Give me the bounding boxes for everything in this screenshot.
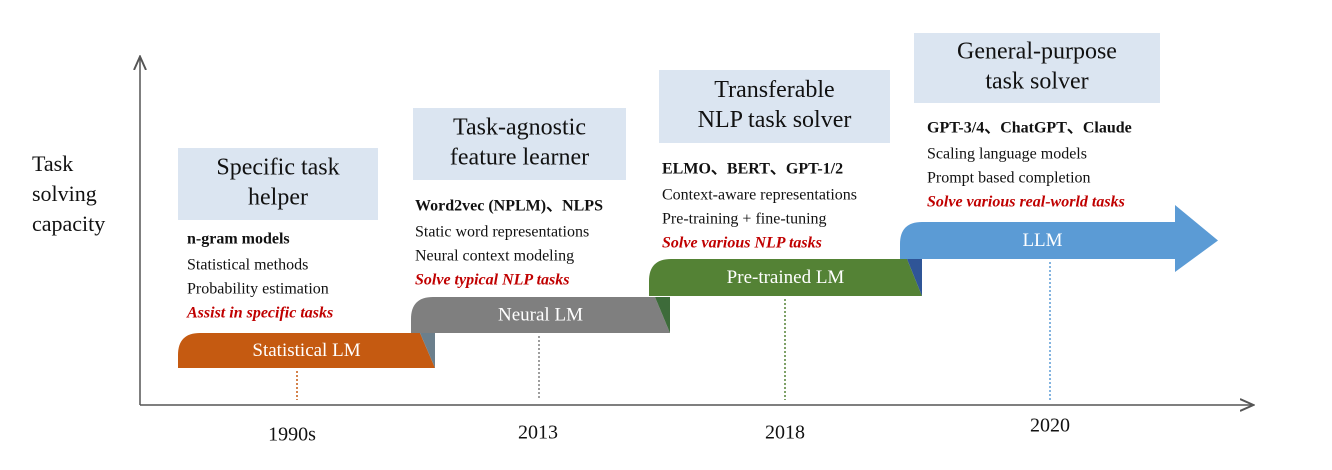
models: ELMO、BERT、GPT-1/2 [662,161,843,178]
goal: Assist in specific tasks [186,305,333,322]
stage-box [413,108,626,180]
year: 1990s [268,424,316,446]
axis-label: capacity [32,211,105,236]
year: 2018 [765,422,805,444]
band-corner [655,297,670,333]
stage-title: NLP task solver [698,107,852,133]
band-arrow [900,205,1218,272]
band-corner [420,333,435,368]
goal: Solve various NLP tasks [662,235,822,252]
band [649,259,922,296]
feature: Neural context modeling [415,248,574,265]
year: 2013 [518,422,558,444]
year: 2020 [1030,415,1070,437]
stage-title: Specific task [216,155,339,181]
feature: Probability estimation [187,281,329,298]
band [178,333,435,368]
models: Word2vec (NPLM)、NLPS [415,198,603,215]
band [411,297,670,333]
band-label: Pre-trained LM [727,267,845,288]
stage-box [178,148,378,220]
band-corner [907,259,922,296]
goal: Solve typical NLP tasks [415,272,570,289]
stage-title: helper [248,185,308,211]
band-label: Statistical LM [252,340,360,361]
stage-title: task solver [985,69,1088,95]
stage-title: Transferable [714,77,834,103]
stage-title: feature learner [450,145,589,171]
goal: Solve various real-world tasks [927,194,1125,211]
feature: Static word representations [415,224,589,241]
feature: Prompt based completion [927,170,1091,187]
feature: Pre-training + fine-tuning [662,211,827,228]
feature: Statistical methods [187,257,308,274]
stage-title: General-purpose [957,39,1117,65]
band-label: Neural LM [498,304,583,325]
stage-title: Task-agnostic [453,115,586,141]
models: GPT-3/4、ChatGPT、Claude [927,120,1132,137]
models: n-gram models [187,231,290,248]
feature: Scaling language models [927,146,1087,163]
stage-box [914,33,1160,103]
axis-label: Task [32,151,73,176]
stage-box [659,70,890,143]
axis-label: solving [32,181,97,206]
feature: Context-aware representations [662,187,857,204]
band-label: LLM [1022,230,1062,251]
